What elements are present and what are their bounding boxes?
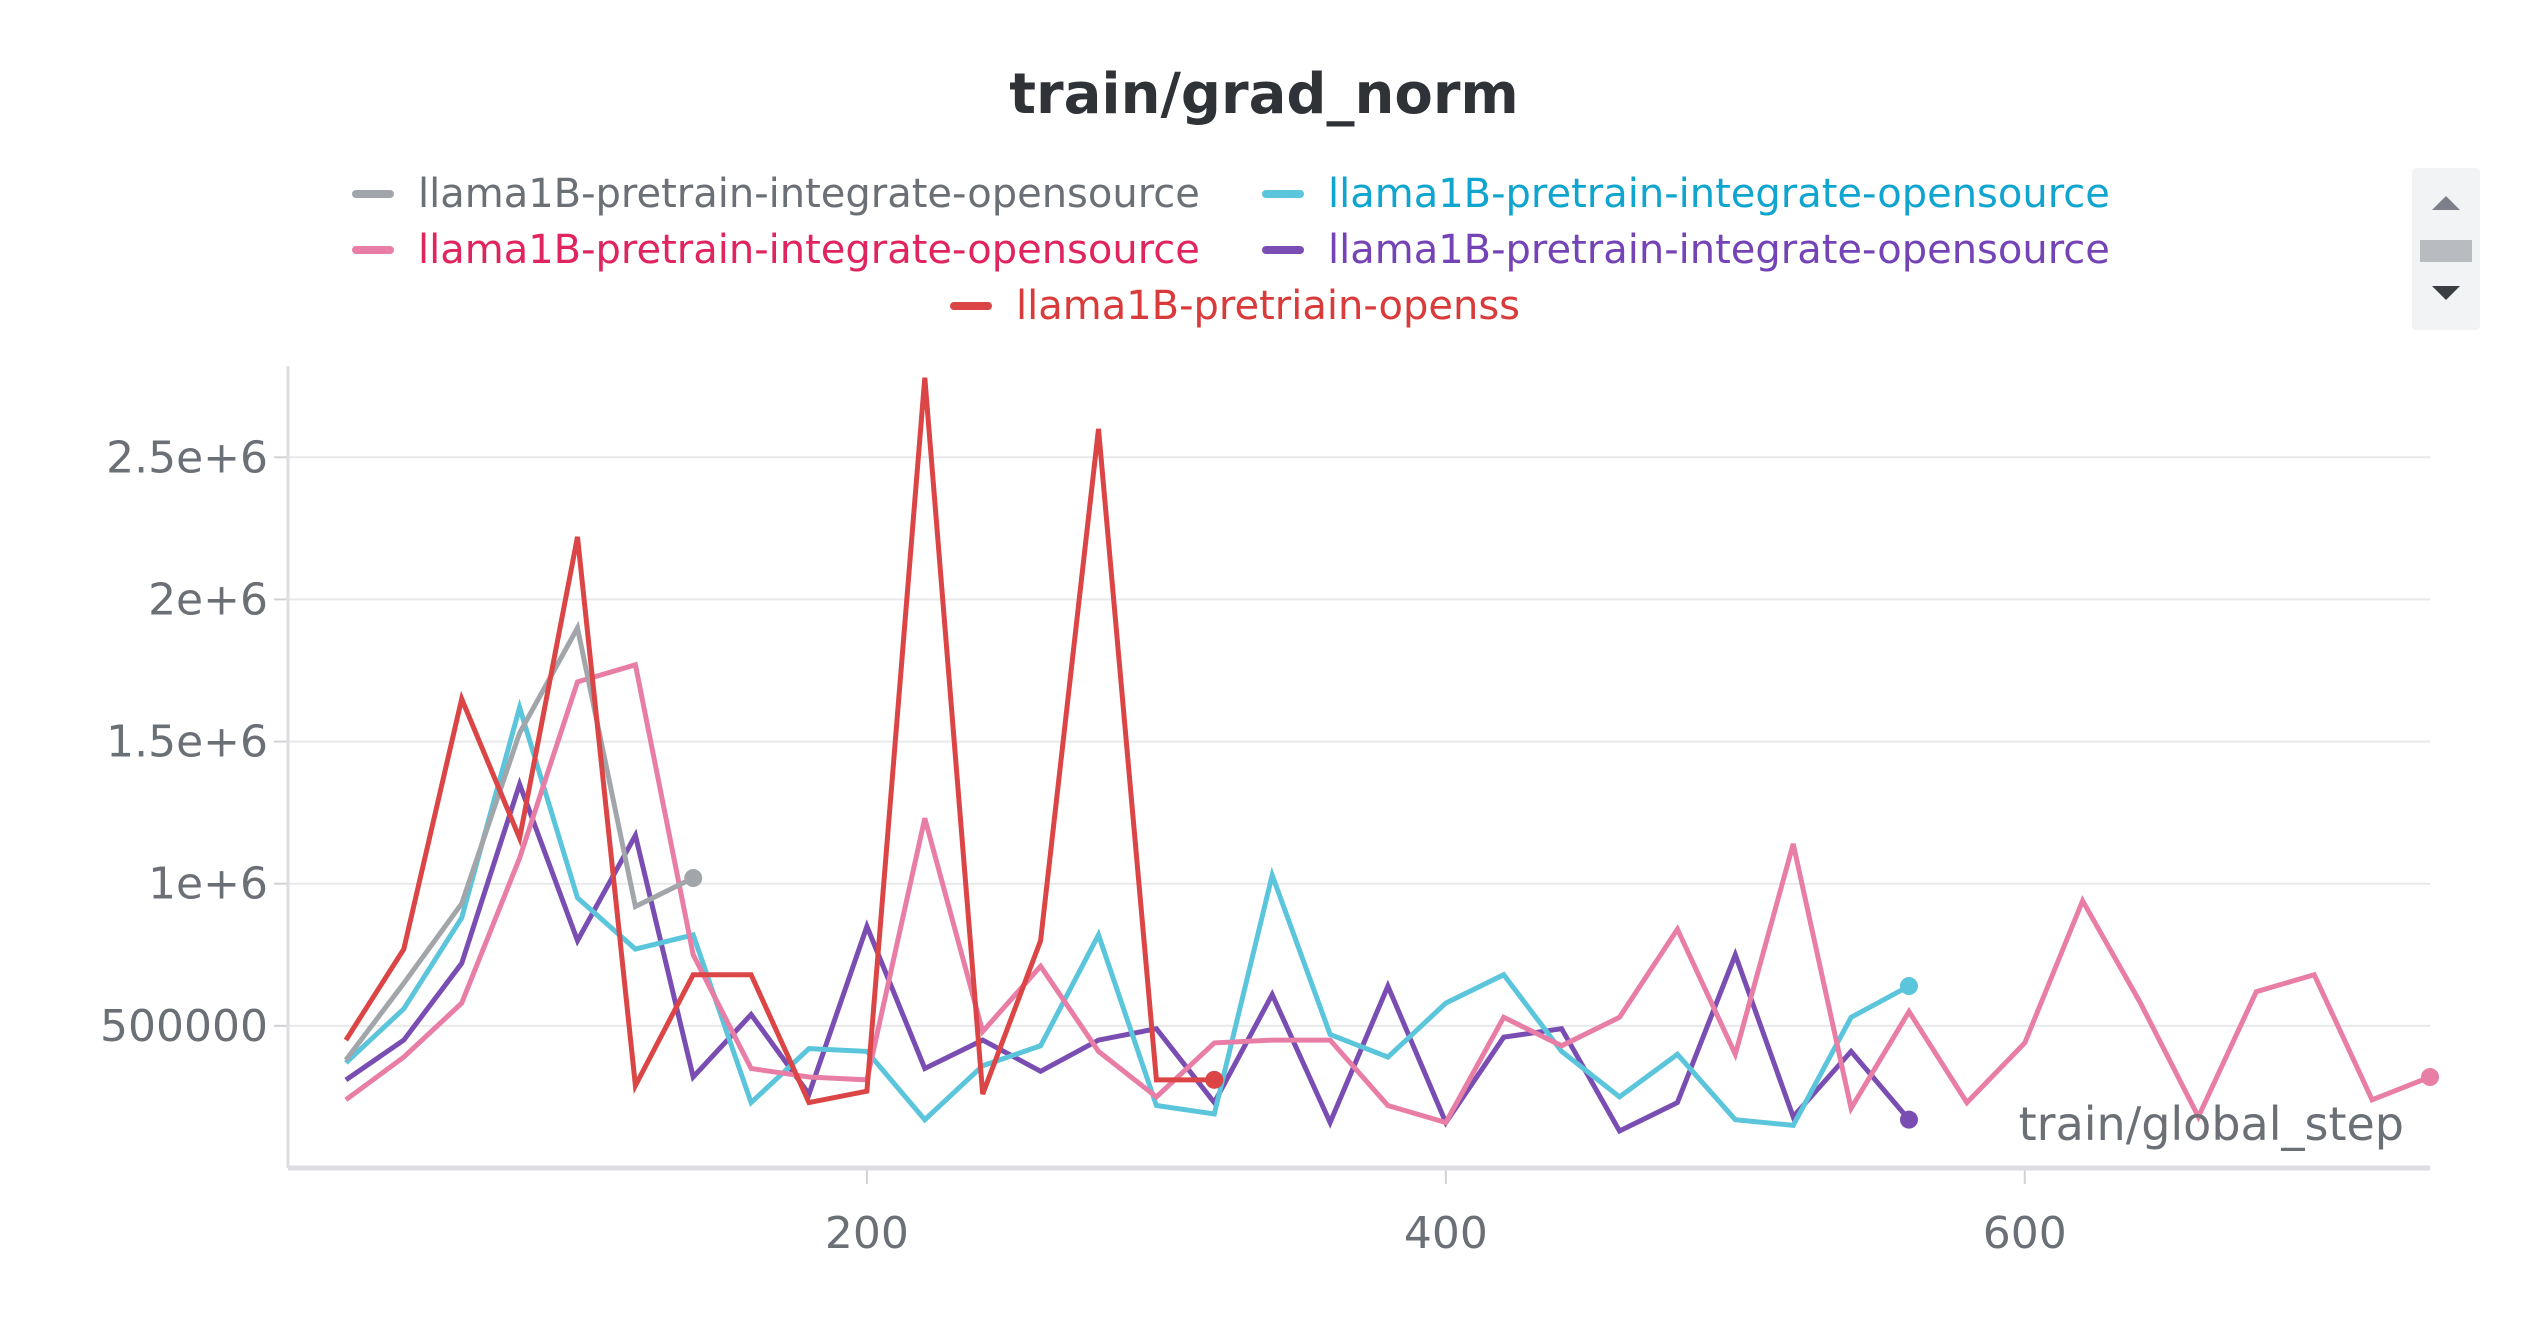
- legend-label: llama1B-pretriain-openss: [1016, 283, 1521, 329]
- legend-swatch: [1262, 246, 1304, 254]
- series-line-3: [344, 698, 1911, 1129]
- legend-label: llama1B-pretrain-integrate-opensource: [418, 227, 1200, 273]
- legend-item-series-3[interactable]: llama1B-pretrain-integrate-opensource: [1262, 166, 2110, 222]
- series-end-point-4: [1899, 1110, 1918, 1129]
- x-tick-label: 200: [825, 1208, 909, 1259]
- y-tick-label: 2e+6: [148, 574, 268, 625]
- x-tick-label: 600: [1983, 1208, 2067, 1259]
- series-lines: [343, 377, 2439, 1135]
- legend-label: llama1B-pretrain-integrate-opensource: [1328, 171, 2110, 217]
- series-line-1: [343, 620, 695, 1062]
- legend-swatch: [950, 302, 992, 310]
- legend-swatch: [1262, 190, 1304, 198]
- legend-item-series-2[interactable]: llama1B-pretrain-integrate-opensource: [352, 222, 1200, 278]
- y-tick-label: 2.5e+6: [106, 432, 268, 483]
- series-end-point-5: [1205, 1070, 1224, 1089]
- series-line-4: [344, 776, 1911, 1135]
- legend-swatch: [352, 190, 394, 198]
- scroll-thumb[interactable]: [2420, 240, 2472, 262]
- y-tick-label: 1.5e+6: [106, 717, 268, 768]
- y-tick-label: 1e+6: [148, 859, 268, 910]
- y-tick-label: 500000: [100, 1001, 268, 1052]
- chart-title: train/grad_norm: [1009, 62, 1519, 127]
- series-end-point-3: [1899, 977, 1918, 996]
- x-axis-title: train/global_step: [2019, 1097, 2404, 1151]
- scroll-down-icon[interactable]: [2432, 286, 2460, 300]
- legend-scrollbar[interactable]: [2412, 168, 2480, 330]
- legend-swatch: [352, 246, 394, 254]
- series-line-5: [343, 377, 1215, 1106]
- legend: llama1B-pretrain-integrate-opensource ll…: [0, 160, 2528, 340]
- legend-label: llama1B-pretrain-integrate-opensource: [1328, 227, 2110, 273]
- x-tick-label: 400: [1404, 1208, 1488, 1259]
- series-end-point-1: [684, 869, 703, 888]
- legend-item-series-4[interactable]: llama1B-pretrain-integrate-opensource: [1262, 222, 2110, 278]
- legend-item-series-5[interactable]: llama1B-pretriain-openss: [950, 278, 1520, 334]
- legend-item-series-1[interactable]: llama1B-pretrain-integrate-opensource: [352, 166, 1200, 222]
- grid: [288, 456, 2430, 1027]
- series-end-point-2: [2421, 1068, 2439, 1087]
- axes: [274, 366, 2430, 1184]
- axis-labels: 500000 1e+6 1.5e+6 2e+6 2.5e+6 200 400 600 train…: [100, 432, 2404, 1259]
- scroll-up-icon[interactable]: [2432, 196, 2460, 210]
- series-line-2: [344, 661, 2431, 1126]
- legend-label: llama1B-pretrain-integrate-opensource: [418, 171, 1200, 217]
